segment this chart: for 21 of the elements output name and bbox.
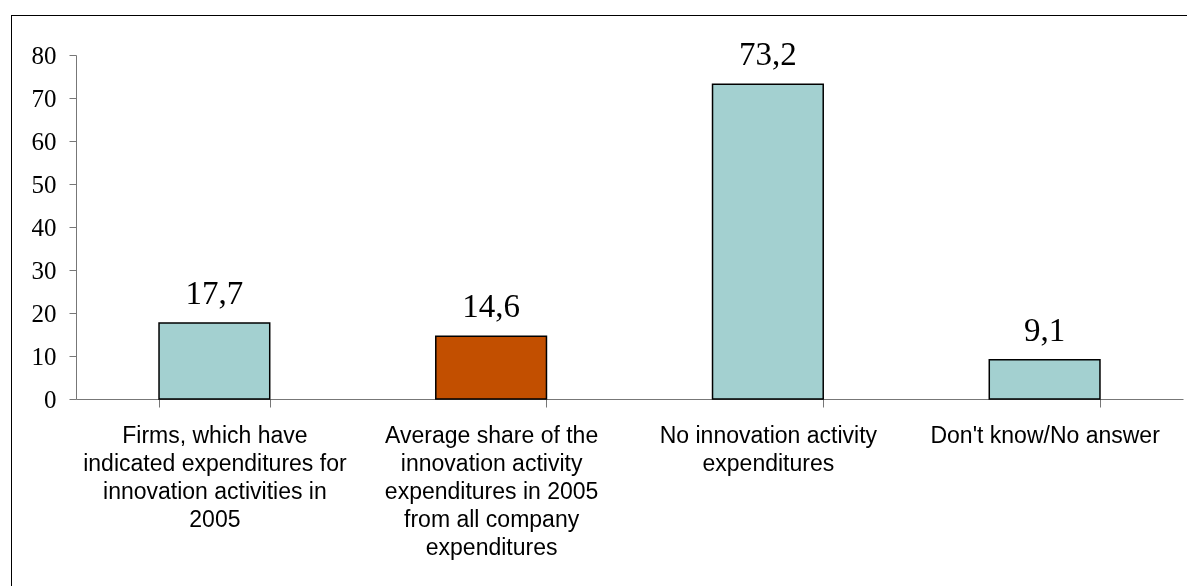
data-label: 73,2 <box>739 36 797 73</box>
bar <box>988 359 1101 400</box>
y-tick-label: 0 <box>44 385 57 413</box>
x-tick-label: Firms, which have indicated expenditures for innovation activities in 2005 <box>83 421 347 532</box>
bar <box>711 83 824 400</box>
y-tick-label: 80 <box>31 41 57 69</box>
bar <box>158 322 271 400</box>
bar <box>435 335 548 400</box>
y-tick-label: 70 <box>31 84 57 112</box>
x-tick-label: Don't know/No answer <box>930 421 1161 448</box>
data-label: 17,7 <box>185 274 244 311</box>
data-label: 14,6 <box>462 288 520 325</box>
x-tick-label: No innovation activity expenditures <box>659 421 878 476</box>
y-tick-label: 60 <box>31 127 57 155</box>
x-tick-label: Average share of the innovation activity expenditures in 2005 from all company expenditures <box>384 421 599 560</box>
y-tick-label: 50 <box>31 170 57 198</box>
y-tick-label: 20 <box>31 299 57 327</box>
y-tick-label: 30 <box>31 256 57 284</box>
data-label: 9,1 <box>1024 311 1066 348</box>
y-tick-label: 40 <box>31 213 57 241</box>
y-tick-label: 10 <box>31 342 57 370</box>
